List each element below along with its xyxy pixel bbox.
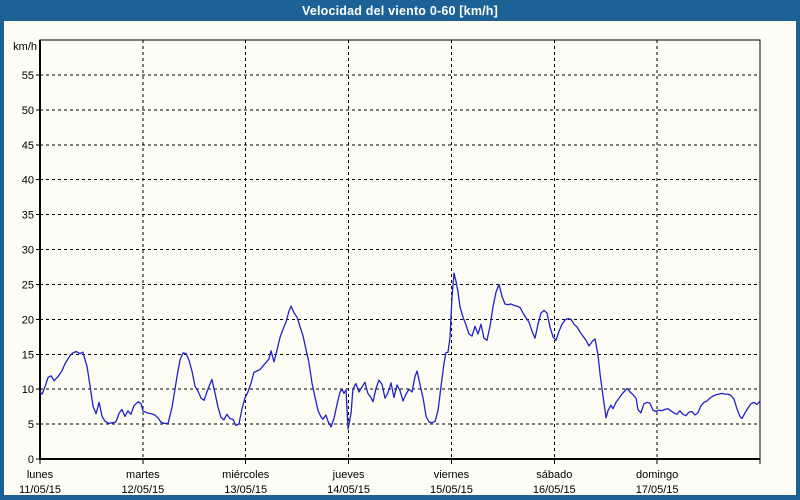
day-label: sábado — [536, 469, 572, 481]
y-axis-unit-label: km/h — [13, 41, 37, 53]
window-title: Velocidad del viento 0-60 [km/h] — [301, 3, 499, 18]
y-tick-label: 35 — [22, 210, 34, 222]
date-label: 12/05/15 — [121, 484, 164, 496]
date-label: 13/05/15 — [224, 484, 267, 496]
y-tick-label: 45 — [22, 140, 34, 152]
day-label: martes — [126, 469, 160, 481]
y-tick-label: 5 — [28, 419, 34, 431]
y-tick-label: 30 — [22, 245, 34, 257]
day-label: miércoles — [222, 469, 270, 481]
y-tick-label: 55 — [22, 70, 34, 82]
day-label: domingo — [636, 469, 678, 481]
chart-background — [4, 21, 796, 495]
day-label: lunes — [27, 469, 54, 481]
y-tick-label: 50 — [22, 105, 34, 117]
y-tick-label: 25 — [22, 279, 34, 291]
date-label: 16/05/15 — [533, 484, 576, 496]
day-label: jueves — [332, 469, 365, 481]
y-tick-label: 15 — [22, 349, 34, 361]
date-label: 11/05/15 — [19, 484, 61, 496]
window-titlebar: Velocidad del viento 0-60 [km/h] — [0, 0, 800, 21]
date-label: 17/05/15 — [636, 484, 679, 496]
date-label: 14/05/15 — [327, 484, 370, 496]
y-tick-label: 0 — [28, 454, 34, 466]
y-tick-label: 20 — [22, 314, 34, 326]
y-tick-label: 10 — [22, 384, 34, 396]
y-tick-label: 40 — [22, 175, 34, 187]
wind-speed-line — [39, 272, 761, 430]
day-label: viernes — [434, 469, 470, 481]
date-label: 15/05/15 — [430, 484, 473, 496]
